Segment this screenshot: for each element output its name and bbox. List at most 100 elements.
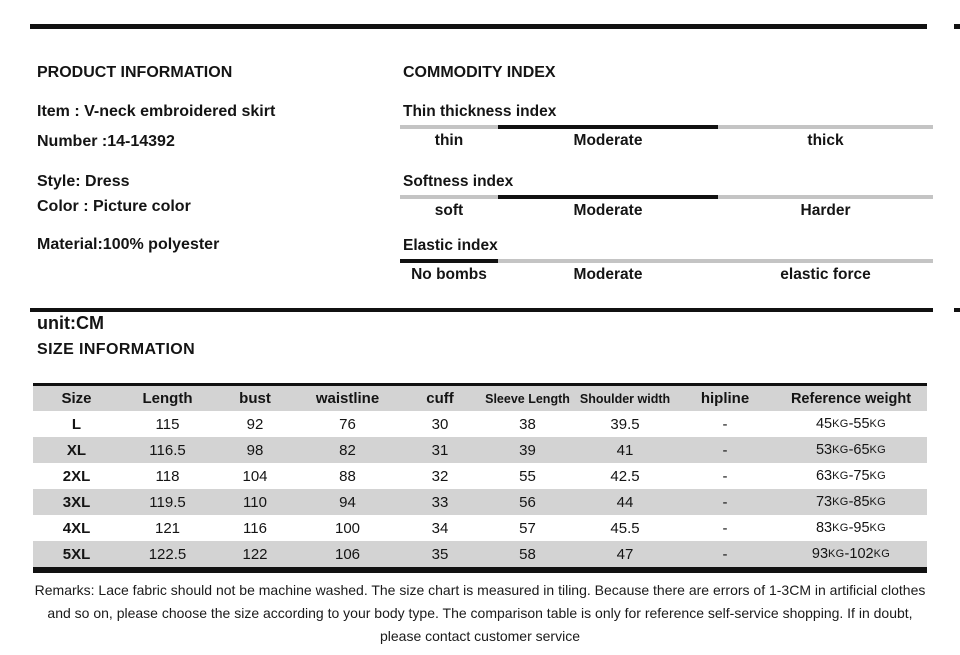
product-style-line: Style: Dress <box>37 173 130 190</box>
size-cell: L <box>71 415 82 433</box>
index-label-mid: Moderate <box>573 132 643 149</box>
value-cell: - <box>722 415 728 433</box>
bar-segment <box>400 125 498 129</box>
value-cell: 92 <box>246 415 264 433</box>
table-row: 4XL 121 116 100 34 57 45.5 - 83 KG -95 KG <box>33 515 927 541</box>
elastic-index-name: Elastic index <box>403 237 498 254</box>
product-item-line: Item : V-neck embroidered skirt <box>37 103 276 120</box>
value-cell: - <box>722 545 728 563</box>
value-cell: 98 <box>246 441 264 459</box>
size-cell: 4XL <box>62 519 91 537</box>
header-cell: Shoulder width <box>579 391 671 406</box>
size-info-title: SIZE INFORMATION <box>37 341 196 358</box>
value-cell: 45 KG -55 KG <box>815 416 887 432</box>
value-cell: 32 <box>431 467 449 485</box>
value-cell: 93 KG -102 KG <box>811 546 891 562</box>
thickness-index-labels: thin Moderate thick <box>400 132 933 150</box>
index-label-mid: Moderate <box>573 266 643 283</box>
value-cell: 41 <box>616 441 634 459</box>
thickness-index-bar <box>400 125 933 129</box>
bar-segment <box>400 259 498 263</box>
bar-segment <box>718 195 933 199</box>
table-row: L 115 92 76 30 38 39.5 - 45 KG -55 KG <box>33 411 927 437</box>
value-cell: 116 <box>243 519 267 537</box>
softness-index-name: Softness index <box>403 173 514 190</box>
softness-index-block: Softness index soft Moderate Harder <box>400 173 933 223</box>
value-cell: 115 <box>155 415 180 433</box>
bar-segment <box>400 195 498 199</box>
size-cell: 3XL <box>62 493 91 511</box>
value-cell: 31 <box>431 441 449 459</box>
softness-index-bar <box>400 195 933 199</box>
thickness-index-block: Thin thickness index thin Moderate thick <box>400 103 933 153</box>
size-table-body: L 115 92 76 30 38 39.5 - 45 KG -55 KG XL 116.5 98 82 31 3… <box>33 411 927 567</box>
value-cell: 100 <box>334 519 361 537</box>
table-row: 5XL 122.5 122 106 35 58 47 - 93 KG -102 KG <box>33 541 927 567</box>
value-cell: 30 <box>431 415 449 433</box>
value-cell: 44 <box>616 493 634 511</box>
value-cell: 33 <box>431 493 449 511</box>
value-cell: 119.5 <box>149 493 186 511</box>
value-cell: 116.5 <box>149 441 186 459</box>
remarks-line-1: Remarks: Lace fabric should not be machi… <box>34 582 926 598</box>
remarks-line-2: and so on, please choose the size accord… <box>47 605 913 621</box>
value-cell: 45.5 <box>610 519 640 537</box>
value-cell: 39 <box>519 441 536 459</box>
top-rule <box>30 24 927 29</box>
value-cell: 122 <box>242 545 268 563</box>
index-label-high: thick <box>807 132 844 149</box>
value-cell: 34 <box>431 519 449 537</box>
elastic-index-bar <box>400 259 933 263</box>
softness-index-labels: soft Moderate Harder <box>400 202 933 220</box>
size-cell: XL <box>66 441 87 459</box>
header-cell: hipline <box>700 390 750 407</box>
table-row: 2XL 118 104 88 32 55 42.5 - 63 KG -75 KG <box>33 463 927 489</box>
elastic-index-block: Elastic index No bombs Moderate elastic … <box>400 237 933 287</box>
value-cell: 56 <box>519 493 536 511</box>
product-number-line: Number :14-14392 <box>37 133 175 150</box>
index-label-mid: Moderate <box>573 202 643 219</box>
middle-rule <box>30 308 933 312</box>
value-cell: 55 <box>519 467 536 485</box>
size-table-header-row: Size Length bust waistline cuff Sleeve Length… <box>33 386 927 411</box>
product-color-line: Color : Picture color <box>37 198 191 215</box>
value-cell: - <box>722 519 728 537</box>
bar-segment <box>498 125 718 129</box>
size-cell: 5XL <box>62 545 91 563</box>
value-cell: - <box>722 493 728 511</box>
index-label-low: soft <box>434 202 464 219</box>
index-label-low: No bombs <box>411 266 487 283</box>
unit-label: unit:CM <box>37 313 104 333</box>
value-cell: 53 KG -65 KG <box>815 442 887 458</box>
value-cell: 73 KG -85 KG <box>815 494 887 510</box>
bar-segment <box>498 259 718 263</box>
header-cell: cuff <box>426 390 454 407</box>
header-cell: Reference weight <box>790 390 912 407</box>
value-cell: 35 <box>431 545 449 563</box>
value-cell: 104 <box>242 467 268 485</box>
remarks-line-3: please contact customer service <box>380 628 580 644</box>
value-cell: 94 <box>339 493 356 511</box>
value-cell: 88 <box>339 467 356 485</box>
thickness-index-name: Thin thickness index <box>403 103 557 120</box>
header-cell: Size <box>61 390 92 407</box>
bar-segment <box>498 195 718 199</box>
value-cell: 58 <box>519 545 536 563</box>
header-cell: Sleeve Length <box>485 391 570 406</box>
value-cell: 47 <box>616 545 634 563</box>
index-label-low: thin <box>434 132 464 149</box>
value-cell: 121 <box>154 519 181 537</box>
product-material-line: Material:100% polyester <box>37 236 220 253</box>
value-cell: 118 <box>155 467 180 485</box>
value-cell: 110 <box>243 493 267 511</box>
size-table: Size Length bust waistline cuff Sleeve Length… <box>33 383 927 573</box>
value-cell: 38 <box>519 415 536 433</box>
value-cell: 106 <box>334 545 361 563</box>
table-row: 3XL 119.5 110 94 33 56 44 - 73 KG -85 KG <box>33 489 927 515</box>
bar-segment <box>718 259 933 263</box>
top-rule-end-dash <box>954 24 960 29</box>
header-cell: waistline <box>315 390 380 407</box>
value-cell: 82 <box>339 441 356 459</box>
header-cell: Length <box>142 390 193 407</box>
table-bottom-border <box>33 567 927 573</box>
